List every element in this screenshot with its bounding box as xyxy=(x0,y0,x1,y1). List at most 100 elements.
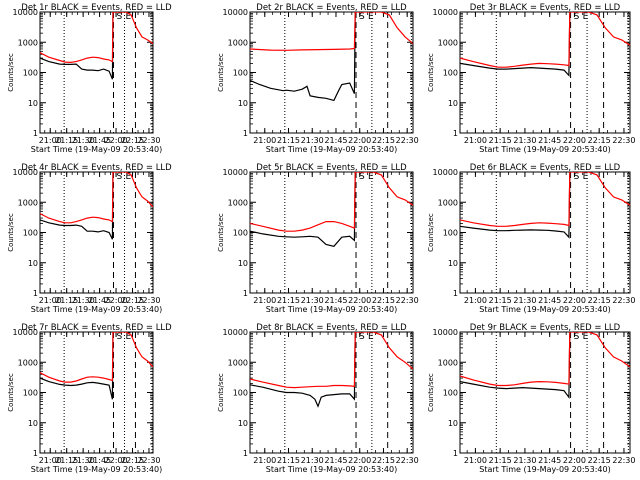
x-tick-label: 22:00 xyxy=(348,136,371,145)
x-tick-label: 22:15 xyxy=(588,136,611,145)
y-tick-label: 100 xyxy=(233,389,248,398)
x-axis-label: Start Time (19-May-09 20:53:40) xyxy=(479,145,610,154)
x-tick-label: 21:00 xyxy=(253,456,276,465)
plot-frame xyxy=(459,11,631,134)
y-tick-label: 100 xyxy=(23,69,38,78)
x-tick-label: 22:00 xyxy=(348,456,371,465)
x-axis-label: Start Time (19-May-09 20:53:40) xyxy=(31,305,162,314)
x-tick-label: 22:30 xyxy=(396,456,419,465)
x-tick-label: 22:30 xyxy=(137,456,160,465)
x-tick-label: 21:30 xyxy=(301,136,324,145)
x-tick-label: 22:00 xyxy=(563,296,586,305)
x-tick-label: 21:45 xyxy=(324,456,347,465)
x-tick-label: 21:45 xyxy=(88,456,111,465)
panel-title: Det 6r BLACK = Events, RED = LLD xyxy=(470,163,621,173)
series-line-events xyxy=(250,12,356,102)
panel-title: Det 1r BLACK = Events, RED = LLD xyxy=(21,3,172,13)
x-axis-label: Start Time (19-May-09 20:53:40) xyxy=(266,145,397,154)
y-tick-label: 10 xyxy=(28,259,38,268)
x-tick-label: 21:00 xyxy=(39,296,62,305)
y-tick-label: 1 xyxy=(33,289,38,298)
x-tick-label: 22:30 xyxy=(612,296,635,305)
detector-panel-6: Det 6r BLACK = Events, RED = LLD 1 10 100 10… xyxy=(427,163,635,314)
panel-title: Det 2r BLACK = Events, RED = LLD xyxy=(256,3,407,13)
series-line-events xyxy=(40,172,114,240)
x-tick-label: 22:00 xyxy=(563,136,586,145)
y-tick-label: 100 xyxy=(443,229,458,238)
y-tick-label: 10 xyxy=(238,419,248,428)
y-tick-label: 1000 xyxy=(228,198,248,207)
series-line-lld xyxy=(40,332,153,383)
x-tick-label: 21:30 xyxy=(513,456,536,465)
e-marker-label: E xyxy=(126,12,132,22)
y-tick-label: 10000 xyxy=(433,168,458,177)
y-tick-label: 10 xyxy=(238,99,248,108)
x-tick-label: 21:15 xyxy=(55,136,78,145)
y-tick-label: 1 xyxy=(243,289,248,298)
y-tick-label: 1 xyxy=(33,129,38,138)
y-axis-label: Counts/sec xyxy=(217,373,225,412)
series-line-lld xyxy=(250,12,413,51)
y-tick-label: 100 xyxy=(233,229,248,238)
y-tick-label: 1000 xyxy=(18,198,38,207)
y-tick-label: 1 xyxy=(243,129,248,138)
x-tick-label: 21:30 xyxy=(72,456,95,465)
x-tick-label: 22:00 xyxy=(105,456,128,465)
x-tick-label: 21:30 xyxy=(301,296,324,305)
series-line-lld xyxy=(460,12,630,68)
x-tick-label: 21:15 xyxy=(277,456,300,465)
s-marker-label: S xyxy=(359,172,365,182)
x-tick-label: 22:15 xyxy=(372,456,395,465)
y-tick-label: 10000 xyxy=(223,328,248,337)
plot-frame xyxy=(39,171,154,294)
x-tick-label: 21:00 xyxy=(39,136,62,145)
y-tick-label: 10000 xyxy=(223,8,248,17)
y-tick-label: 10000 xyxy=(13,8,38,17)
x-tick-label: 21:00 xyxy=(39,456,62,465)
detector-panel-7: Det 7r BLACK = Events, RED = LLD 1 10 100 10… xyxy=(7,323,172,474)
x-axis-label: Start Time (19-May-09 20:53:40) xyxy=(266,465,397,474)
s-marker-label: S xyxy=(117,172,123,182)
series-line-lld xyxy=(250,332,413,389)
y-tick-label: 1000 xyxy=(438,198,458,207)
x-tick-label: 21:45 xyxy=(538,456,561,465)
e-marker-label: E xyxy=(368,172,374,182)
y-tick-label: 1000 xyxy=(18,358,38,367)
y-tick-label: 100 xyxy=(443,389,458,398)
x-tick-label: 21:45 xyxy=(538,296,561,305)
detector-panel-4: Det 4r BLACK = Events, RED = LLD 1 10 100 10… xyxy=(7,163,172,314)
panel-title: Det 5r BLACK = Events, RED = LLD xyxy=(256,163,407,173)
x-tick-label: 21:15 xyxy=(489,456,512,465)
y-axis-label: Counts/sec xyxy=(217,53,225,92)
e-marker-label: E xyxy=(583,172,589,182)
x-tick-label: 21:30 xyxy=(513,296,536,305)
series-line-events xyxy=(250,332,356,408)
panel-title: Det 4r BLACK = Events, RED = LLD xyxy=(21,163,172,173)
x-tick-label: 22:15 xyxy=(588,456,611,465)
x-tick-label: 21:30 xyxy=(513,136,536,145)
x-axis-label: Start Time (19-May-09 20:53:40) xyxy=(479,465,610,474)
detector-panel-1: Det 1r BLACK = Events, RED = LLD 1 10 100 10… xyxy=(7,3,172,154)
e-marker-label: E xyxy=(126,332,132,342)
y-tick-label: 10000 xyxy=(433,328,458,337)
panel-title: Det 7r BLACK = Events, RED = LLD xyxy=(21,323,172,333)
x-tick-label: 21:45 xyxy=(324,136,347,145)
e-marker-label: E xyxy=(368,332,374,342)
x-tick-label: 21:15 xyxy=(277,136,300,145)
x-tick-label: 21:30 xyxy=(72,136,95,145)
x-tick-label: 22:30 xyxy=(396,136,419,145)
x-tick-label: 22:00 xyxy=(348,296,371,305)
x-tick-label: 21:30 xyxy=(301,456,324,465)
y-tick-label: 10 xyxy=(448,419,458,428)
y-tick-label: 1000 xyxy=(228,358,248,367)
series-line-events xyxy=(460,172,571,239)
x-tick-label: 21:45 xyxy=(88,296,111,305)
y-tick-label: 100 xyxy=(233,69,248,78)
y-tick-label: 100 xyxy=(23,389,38,398)
plot-frame xyxy=(459,331,631,454)
plot-frame xyxy=(249,11,414,134)
x-tick-label: 22:30 xyxy=(612,136,635,145)
x-axis-label: Start Time (19-May-09 20:53:40) xyxy=(266,305,397,314)
y-tick-label: 10 xyxy=(28,419,38,428)
